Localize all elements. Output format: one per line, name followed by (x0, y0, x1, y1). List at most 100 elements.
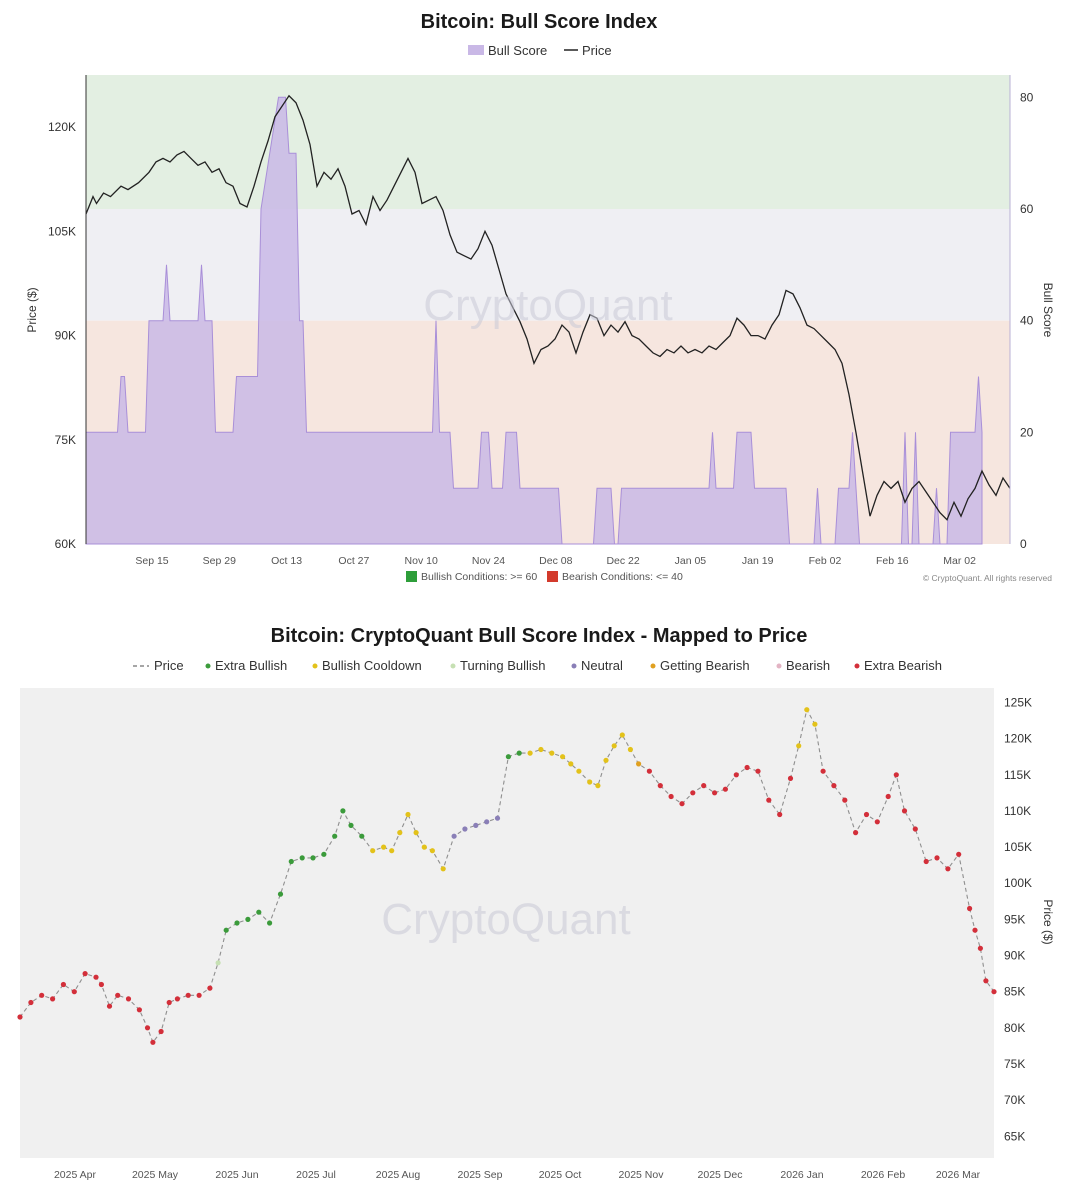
x-tick-label: Dec 08 (539, 555, 572, 567)
legend-label-bullish-cooldown: Bullish Cooldown (322, 658, 422, 673)
legend-swatch-bullish-cooldown (312, 663, 318, 669)
score-point (812, 721, 818, 727)
score-point (389, 848, 395, 854)
score-point (901, 808, 908, 814)
score-point (804, 707, 810, 713)
x-tick-label: 2025 Apr (54, 1169, 97, 1181)
x-tick-label: Sep 15 (135, 555, 168, 567)
score-point (701, 783, 707, 789)
score-point (332, 833, 338, 839)
y-right-tick-label: 60 (1020, 202, 1034, 216)
x-tick-label: 2025 Sep (458, 1169, 503, 1181)
score-point (207, 985, 213, 991)
legend-swatch-bull-score (468, 45, 484, 55)
bull-score-chart: Bitcoin: Bull Score Index Bull Score Pri… (25, 11, 1055, 583)
chart1-copyright: © CryptoQuant. All rights reserved (923, 573, 1052, 583)
legend-label-neutral: Neutral (581, 658, 623, 673)
legend-label-bearish: Bearish (786, 658, 830, 673)
legend-label-bull-score: Bull Score (488, 43, 547, 58)
score-point (560, 754, 566, 760)
legend-swatch-extra-bearish (854, 663, 860, 669)
legend-label-getting-bearish: Getting Bearish (660, 658, 750, 673)
score-point (619, 732, 625, 738)
score-point (405, 811, 411, 818)
score-point (863, 811, 870, 818)
x-tick-label: Feb 02 (809, 555, 842, 567)
score-point (842, 797, 848, 803)
score-point (196, 992, 202, 998)
score-point (972, 927, 978, 933)
score-point (646, 768, 653, 774)
score-point (370, 848, 376, 854)
score-point (595, 783, 601, 789)
chart1-title: Bitcoin: Bull Score Index (421, 11, 658, 33)
bullish-condition-label: Bullish Conditions: >= 60 (421, 571, 537, 583)
score-point (956, 851, 962, 857)
score-point (744, 764, 750, 771)
score-point (277, 891, 284, 897)
legend-swatch-bearish (776, 663, 782, 669)
score-point (462, 826, 468, 832)
chart1-axes: 60K 75K 90K 105K 120K 0 20 40 60 80 Sep 15 Sep 29 Oc… (48, 75, 1034, 567)
score-point (893, 772, 899, 778)
legend-label-price: Price (154, 658, 184, 673)
score-point (733, 772, 739, 778)
y-tick-label: 70K (1004, 1093, 1025, 1107)
score-point (413, 830, 419, 836)
score-point (93, 974, 99, 980)
score-point (429, 848, 435, 854)
bull-score-area (85, 96, 983, 545)
score-point (421, 844, 427, 850)
score-point (50, 996, 56, 1002)
y-left-tick-label: 120K (48, 120, 76, 134)
x-tick-label: Nov 24 (472, 555, 505, 567)
score-point (568, 761, 574, 767)
score-point (777, 811, 783, 818)
chart2-axes: 65K 70K 75K 80K 85K 90K 95K 100K 105K 110K 115K 120… (54, 695, 1032, 1181)
score-point (611, 743, 617, 749)
chart1-watermark: CryptoQuant (423, 281, 672, 330)
legend-label-extra-bullish: Extra Bullish (215, 658, 287, 673)
score-point (340, 808, 346, 814)
neutral-zone (86, 209, 1010, 321)
score-point (831, 783, 837, 789)
y-tick-label: 75K (1004, 1057, 1025, 1071)
score-point (603, 757, 609, 763)
x-tick-label: 2025 Aug (376, 1169, 421, 1181)
x-tick-label: Oct 27 (338, 555, 369, 567)
y-tick-label: 100K (1004, 876, 1032, 890)
score-point (923, 858, 929, 865)
bearish-condition-swatch (547, 571, 558, 582)
x-tick-label: 2025 Dec (698, 1169, 743, 1181)
legend-label-turning-bullish: Turning Bullish (460, 658, 546, 673)
score-point (144, 1025, 151, 1031)
x-tick-label: Sep 29 (203, 555, 236, 567)
score-point (516, 750, 522, 756)
y-right-tick-label: 0 (1020, 537, 1027, 551)
x-tick-label: 2026 Jan (780, 1169, 823, 1181)
score-point (381, 844, 387, 850)
score-point (853, 830, 859, 836)
y-tick-label: 115K (1004, 768, 1031, 782)
score-points (17, 707, 997, 1045)
y-left-tick-label: 60K (55, 537, 76, 551)
score-point (299, 855, 305, 861)
mapped-to-price-chart: Bitcoin: CryptoQuant Bull Score Index - … (17, 625, 1055, 1181)
bearish-condition-label: Bearish Conditions: <= 40 (562, 571, 683, 583)
y-left-tick-label: 75K (55, 433, 76, 447)
x-tick-label: Jan 05 (675, 555, 707, 567)
score-point (484, 819, 490, 825)
y-tick-label: 85K (1004, 985, 1025, 999)
score-point (321, 851, 327, 857)
score-point (820, 768, 826, 774)
x-tick-label: Dec 22 (606, 555, 639, 567)
score-point (627, 746, 634, 753)
x-tick-label: Jan 19 (742, 555, 774, 567)
chart2-y-title: Price ($) (1041, 899, 1055, 944)
x-tick-label: 2025 May (132, 1169, 179, 1181)
legend-swatch-getting-bearish (650, 663, 656, 669)
score-point (549, 750, 555, 756)
score-point (245, 916, 251, 922)
score-point (494, 815, 501, 821)
y-tick-label: 110K (1004, 804, 1031, 818)
